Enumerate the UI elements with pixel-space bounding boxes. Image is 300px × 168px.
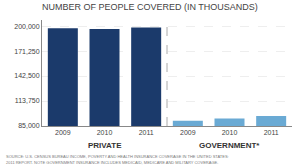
svg-text:142,500: 142,500 (14, 72, 39, 79)
svg-text:2011 REPORT. NOTE GOVERNMENT I: 2011 REPORT. NOTE GOVERNMENT INSURANCE I… (6, 160, 218, 165)
svg-text:SOURCE: U.S. CENSUS BUREAU INC: SOURCE: U.S. CENSUS BUREAU INCOME, POVER… (6, 154, 229, 159)
svg-text:2009: 2009 (55, 129, 71, 136)
svg-text:2011: 2011 (264, 129, 279, 136)
svg-text:113,750: 113,750 (15, 97, 40, 104)
svg-text:PRIVATE: PRIVATE (88, 141, 122, 150)
svg-text:GOVERNMENT*: GOVERNMENT* (199, 141, 260, 150)
svg-text:171,250: 171,250 (14, 48, 39, 55)
svg-text:2011: 2011 (139, 129, 154, 136)
svg-text:2010: 2010 (97, 129, 113, 136)
svg-text:2009: 2009 (180, 129, 196, 136)
svg-text:2010: 2010 (222, 129, 238, 136)
svg-text:200,000: 200,000 (14, 23, 39, 30)
svg-text:85,000: 85,000 (18, 122, 40, 129)
svg-text:NUMBER OF PEOPLE COVERED (IN T: NUMBER OF PEOPLE COVERED (IN THOUSANDS) (42, 2, 258, 12)
